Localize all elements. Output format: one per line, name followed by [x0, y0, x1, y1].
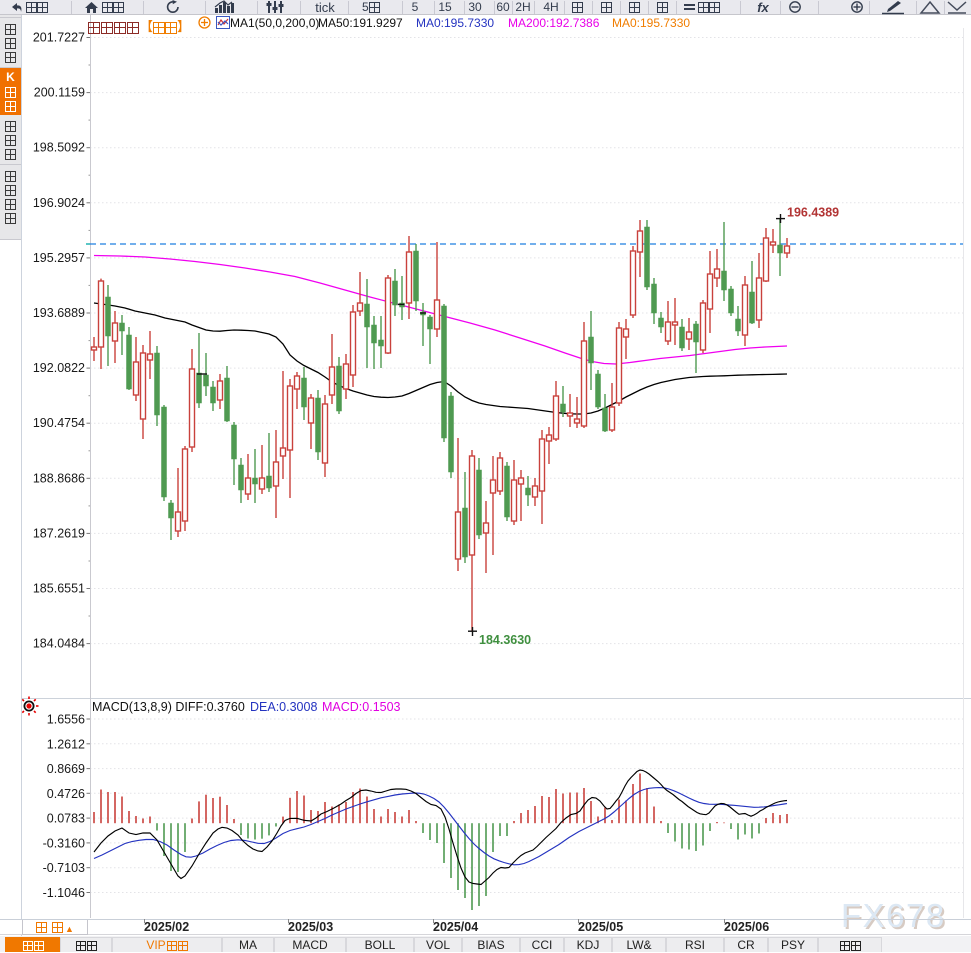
svg-text:195.2957: 195.2957	[33, 251, 85, 265]
svg-text:1.2612: 1.2612	[47, 737, 85, 751]
svg-text:-0.7103: -0.7103	[43, 861, 85, 875]
svg-text:0.0783: 0.0783	[47, 812, 85, 826]
svg-text:-0.3160: -0.3160	[43, 836, 85, 850]
svg-text:188.8686: 188.8686	[33, 471, 85, 485]
svg-text:-1.1046: -1.1046	[43, 886, 85, 900]
svg-text:1.6556: 1.6556	[47, 713, 85, 727]
svg-text:0.8669: 0.8669	[47, 762, 85, 776]
svg-text:185.6551: 185.6551	[33, 582, 85, 596]
svg-text:184.3630: 184.3630	[479, 633, 531, 647]
svg-text:200.1159: 200.1159	[34, 86, 85, 100]
svg-text:201.7227: 201.7227	[33, 31, 85, 45]
svg-text:193.6889: 193.6889	[33, 306, 85, 320]
svg-text:0.4726: 0.4726	[47, 787, 85, 801]
svg-text:192.0822: 192.0822	[33, 361, 85, 375]
svg-text:196.9024: 196.9024	[33, 196, 85, 210]
svg-text:198.5092: 198.5092	[33, 141, 85, 155]
svg-text:DEA:0.3008: DEA:0.3008	[250, 700, 317, 714]
svg-text:MACD:0.1503: MACD:0.1503	[322, 700, 401, 714]
svg-text:184.0484: 184.0484	[33, 637, 85, 651]
svg-text:MACD(13,8,9) DIFF:0.3760: MACD(13,8,9) DIFF:0.3760	[92, 700, 245, 714]
svg-text:196.4389: 196.4389	[787, 206, 839, 220]
svg-text:187.2619: 187.2619	[33, 526, 85, 540]
svg-text:190.4754: 190.4754	[33, 416, 85, 430]
